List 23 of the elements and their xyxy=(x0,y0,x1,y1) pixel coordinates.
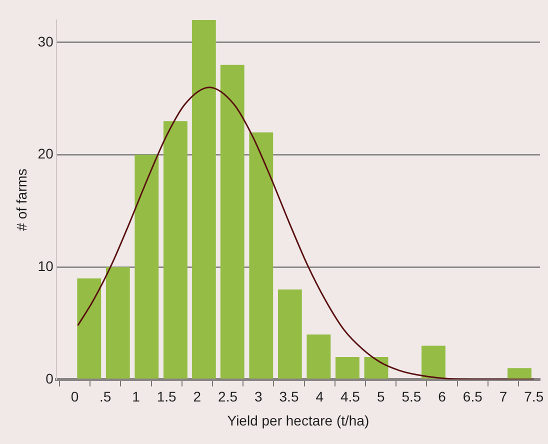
x-tick-label: 5.5 xyxy=(402,388,422,405)
x-tick-label: 4 xyxy=(316,388,324,405)
x-tick-label: 7 xyxy=(499,388,508,405)
x-tick-label: 3 xyxy=(254,388,262,405)
y-axis-title: # of farms xyxy=(13,168,30,231)
x-tick-label: 1.5 xyxy=(156,388,177,405)
x-axis-title: Yield per hectare (t/ha) xyxy=(227,412,370,428)
line-series xyxy=(77,86,535,380)
y-tick-label: 10 xyxy=(38,258,54,274)
x-tick-label: 3.5 xyxy=(279,388,299,405)
y-tick-label: 30 xyxy=(38,33,54,50)
y-tick-label: 20 xyxy=(38,146,54,162)
x-tick-label: 6 xyxy=(438,388,446,405)
x-tick-label: 6.5 xyxy=(462,388,483,405)
x-tick-label: 0 xyxy=(70,388,79,405)
x-tick-label: 4.5 xyxy=(340,388,360,405)
x-tick-label: 1 xyxy=(132,388,140,405)
y-tick-label: 0 xyxy=(46,370,54,386)
x-tick-label: .5 xyxy=(100,388,112,405)
x-tick-label: 2.5 xyxy=(218,388,238,405)
x-tick-label: 7.5 xyxy=(524,388,544,405)
x-tick-label: 2 xyxy=(193,388,202,405)
x-tick-label: 5 xyxy=(376,388,385,405)
